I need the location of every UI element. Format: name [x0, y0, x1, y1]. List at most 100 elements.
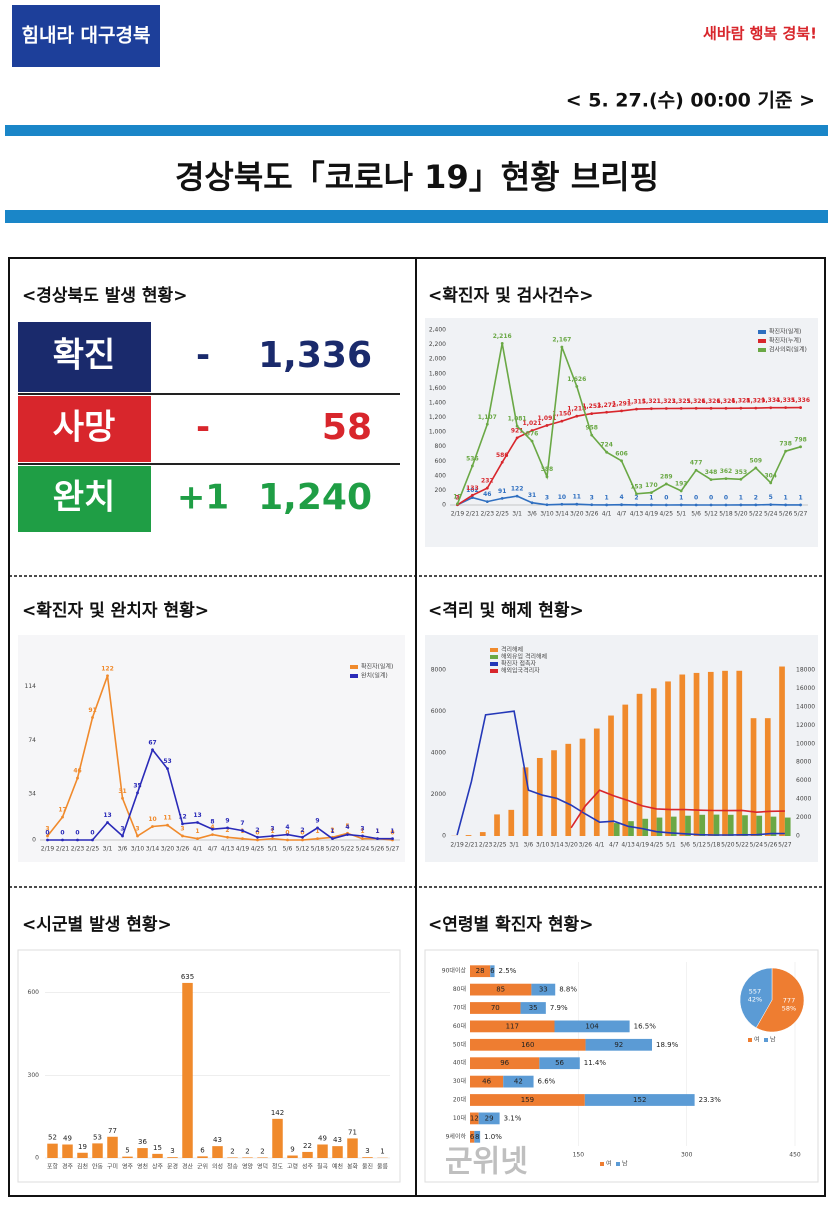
- bar: [77, 1152, 88, 1158]
- data-label: 232: [481, 478, 494, 485]
- bar-segment: [470, 965, 491, 978]
- y-tick-label: 300: [28, 1072, 40, 1079]
- x-tick-label: 2/21: [56, 846, 70, 853]
- point: [769, 503, 773, 507]
- bar: [742, 815, 748, 836]
- bar-segment: [503, 1075, 534, 1088]
- data-label: 17: [58, 807, 66, 814]
- legend-swatch: [350, 665, 358, 669]
- data-label: 1: [784, 494, 788, 501]
- x-tick-label: 2/23: [479, 842, 493, 849]
- data-label: 3: [135, 825, 139, 832]
- data-label: 6: [470, 1133, 475, 1141]
- bar-segment: [470, 1020, 555, 1033]
- y-tick-label: 2000: [796, 814, 811, 821]
- x-tick-label: 3/20: [161, 846, 175, 853]
- bar: [536, 757, 543, 836]
- x-tick-label: 2/21: [466, 511, 480, 518]
- data-label: 31: [528, 492, 536, 499]
- bar: [622, 704, 629, 836]
- bar: [332, 1146, 343, 1158]
- point: [530, 429, 534, 432]
- rule: [5, 125, 828, 136]
- x-tick-label: 5/20: [326, 846, 340, 853]
- point: [530, 501, 534, 505]
- status-total: 1,240: [258, 477, 372, 518]
- x-tick-label: 4/13: [621, 842, 635, 849]
- x-tick-label: 5/12: [296, 846, 310, 853]
- bar: [693, 672, 700, 836]
- data-label: 2: [245, 1147, 249, 1155]
- x-tick-label: 경산: [182, 1163, 194, 1171]
- point: [256, 835, 259, 839]
- data-label: 2: [230, 1147, 234, 1155]
- y-tick-label: 1,000: [429, 429, 446, 436]
- data-label: 1,253: [582, 403, 601, 410]
- point: [301, 838, 304, 842]
- bar: [679, 674, 686, 836]
- bar: [608, 715, 614, 836]
- point: [331, 837, 334, 841]
- y-tick-label: 0: [35, 1155, 39, 1162]
- y-tick-label: 600: [435, 458, 447, 465]
- point: [649, 503, 653, 507]
- legend-swatch: [764, 1038, 768, 1042]
- data-label: 876: [526, 431, 539, 438]
- point: [635, 407, 638, 411]
- point: [166, 823, 169, 827]
- y-tick-label: 10000: [796, 740, 815, 747]
- point: [286, 838, 289, 842]
- share-label: 6.6%: [538, 1078, 556, 1086]
- data-label: 122: [511, 486, 524, 493]
- legend-label: 확진자(일계): [769, 328, 801, 336]
- data-label: 0: [90, 830, 94, 837]
- pie-slice: [739, 967, 773, 1029]
- point: [121, 796, 124, 800]
- point: [694, 406, 698, 410]
- point: [590, 433, 594, 437]
- x-tick-label: 3/20: [570, 511, 584, 518]
- x-tick-label: 3/14: [555, 511, 569, 518]
- bar-segment: [539, 1057, 580, 1070]
- point: [91, 716, 94, 719]
- x-tick-label: 3/10: [536, 842, 550, 849]
- data-label: 0: [300, 830, 304, 837]
- x-tick-label: 4/13: [221, 846, 235, 853]
- bar: [727, 814, 734, 836]
- bar: [756, 815, 763, 836]
- point: [76, 776, 79, 780]
- y-tick-label: 2,400: [429, 327, 446, 334]
- bar: [764, 718, 771, 836]
- heading: <시군별 발생 현황>: [22, 915, 172, 935]
- data-label: 35: [133, 782, 141, 789]
- data-label: 49: [63, 1134, 72, 1142]
- data-label: 1: [375, 828, 379, 835]
- y-tick-label: 18000: [796, 667, 815, 674]
- bar-segment: [470, 983, 532, 996]
- heading: <경상북도 발생 현황>: [22, 286, 187, 306]
- data-label: 635: [181, 973, 194, 981]
- legend-swatch: [600, 1162, 604, 1166]
- x-tick-label: 4/13: [630, 511, 644, 518]
- legend-swatch: [616, 1162, 620, 1166]
- point: [91, 838, 94, 842]
- bar: [122, 1156, 133, 1158]
- bar: [107, 1136, 118, 1158]
- point: [151, 748, 154, 752]
- bar: [47, 1143, 58, 1158]
- point: [679, 406, 683, 410]
- legend-label: 해외입국격리자: [501, 667, 540, 675]
- bar: [665, 681, 671, 836]
- data-label: 7: [240, 820, 244, 827]
- chart-bg: [425, 318, 818, 547]
- bar: [317, 1144, 328, 1158]
- share-label: 18.9%: [656, 1041, 679, 1049]
- data-label: 1: [380, 1148, 384, 1156]
- x-tick-label: 2/23: [71, 846, 85, 853]
- x-tick-label: 3/1: [103, 846, 113, 853]
- share-label: 16.5%: [634, 1022, 657, 1030]
- point: [679, 503, 683, 507]
- data-label: 1: [605, 494, 609, 501]
- legend-label: 확진자(누계): [769, 337, 801, 345]
- x-tick-label: 2/19: [451, 511, 465, 518]
